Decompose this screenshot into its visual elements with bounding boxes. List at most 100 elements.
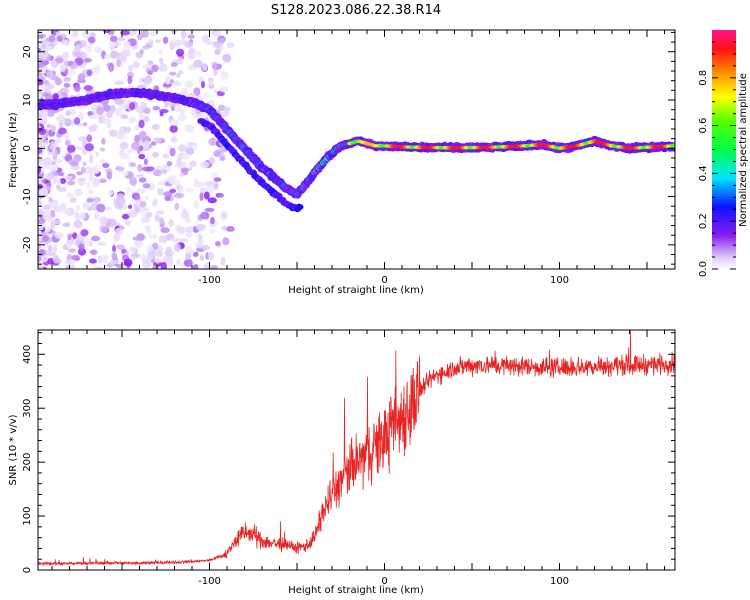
spectrogram-speckle [128, 209, 138, 218]
spectrogram-speckle [135, 188, 146, 194]
spectrogram-speckle [199, 161, 210, 169]
spectrogram-speckle [170, 105, 176, 112]
spectrogram-speckle [135, 173, 144, 178]
spectrogram-speckle [121, 50, 130, 58]
spectrogram-speckle [63, 82, 71, 88]
spectrogram-speckle [77, 177, 86, 182]
spectrogram-speckle [138, 145, 144, 152]
spectrogram-speckle [88, 124, 97, 132]
spectrogram-speckle [104, 54, 112, 59]
spectrogram-speckle [184, 80, 194, 89]
spectrogram-speckle [111, 252, 118, 261]
spectrogram-speckle [173, 243, 181, 252]
spectrogram-speckle [88, 188, 94, 194]
spectrogram-speckle [90, 235, 101, 242]
spectrogram-speckle [92, 165, 100, 175]
spectrogram-speckle [179, 172, 184, 177]
spectrogram-speckle [155, 250, 164, 257]
spectrogram-speckle [71, 254, 80, 261]
spectrogram-speckle [38, 208, 44, 214]
spectrogram-speckle [109, 104, 116, 114]
spectrogram-speckle [138, 119, 145, 129]
spectrogram-speckle [128, 116, 136, 124]
spectrogram-speckle [116, 58, 122, 68]
snr-y-tick-label: 400 [22, 345, 33, 364]
spectrogram-speckle [169, 40, 176, 50]
spectrogram-speckle [174, 39, 182, 48]
spectrogram-speckle [144, 195, 150, 201]
spectrogram-speckle [38, 230, 43, 239]
spectrogram-speckle [153, 169, 162, 177]
spectrogram-speckle [73, 219, 83, 229]
spectrogram-speckle [209, 229, 216, 234]
spectrogram-speckle [41, 39, 48, 48]
spectrogram-speckle [149, 234, 159, 240]
spectrogram-speckle [141, 211, 147, 217]
spectrogram-speckle [180, 30, 187, 39]
spectrogram-frame [37, 29, 676, 270]
spectrogram-speckle [43, 79, 50, 86]
spectrogram-speckle [184, 40, 194, 48]
spectrogram-speckle [140, 30, 149, 38]
spectrogram-speckle [142, 64, 151, 69]
spectrogram-speckle [141, 216, 149, 223]
spectrogram-speckle [184, 124, 195, 133]
spectrogram-speckle [185, 226, 194, 233]
spectrogram-speckle [38, 137, 44, 142]
spectrogram-speckle [158, 48, 163, 55]
snr-y-tick-label: 300 [22, 399, 33, 418]
spectrogram-speckle [176, 72, 181, 78]
spectrogram-speckle [102, 118, 112, 125]
spectrogram-speckle [54, 231, 64, 239]
snr-panel: -100 0 100 0 100 200 300 400 Height of straight… [8, 329, 676, 596]
spectrogram-speckle [99, 147, 106, 152]
spectrogram-speckle [147, 70, 154, 76]
spectrogram-speckle [89, 249, 98, 256]
spectrogram-speckle [193, 200, 200, 209]
spectrogram-speckle [78, 136, 88, 141]
spectrogram-speckle [64, 260, 72, 265]
spectrogram-speckle [38, 78, 44, 86]
spectrogram-speckle [102, 206, 113, 211]
spectrogram-speckle [119, 141, 129, 150]
spectrogram-speckle [143, 140, 150, 150]
spectrogram-speckle [127, 148, 134, 154]
spectrogram-speckle [168, 257, 174, 267]
spectrogram-speckle [49, 201, 55, 209]
spectrogram-speckle [73, 84, 81, 92]
spectrogram-speckle [203, 191, 210, 200]
spectrogram-speckle [158, 57, 164, 65]
spectrogram-speckle [71, 49, 81, 58]
spectrogram-speckle [205, 40, 214, 46]
spectrogram-speckle [103, 30, 111, 34]
spectrogram-speckle [169, 188, 177, 193]
spectrogram-speckle [222, 237, 230, 246]
spectrogram-speckle [127, 75, 133, 85]
spectrogram-speckle [140, 101, 148, 109]
spectrogram-speckle [83, 57, 93, 63]
spectrogram-speckle [45, 123, 52, 128]
spectrogram-speckle [45, 45, 53, 51]
spectrogram-speckle [163, 101, 170, 108]
spectrogram-speckle [98, 116, 104, 124]
spectrogram-speckle [106, 171, 113, 180]
spectrogram-x-tick-label: 0 [381, 275, 387, 286]
spectrogram-speckle [214, 48, 221, 56]
spectrogram-speckle [139, 253, 147, 260]
spectrogram-speckle [210, 172, 218, 179]
spectrogram-speckle [80, 166, 86, 175]
spectrogram-speckle [47, 172, 53, 182]
spectrogram-speckle [135, 106, 143, 113]
spectrogram-speckle [206, 180, 215, 187]
spectrogram-speckle [160, 227, 170, 234]
spectrogram-speckle [178, 237, 188, 243]
spectrogram-speckle [182, 208, 188, 214]
spectrogram-speckle [107, 190, 114, 196]
spectrogram-speckle [76, 171, 83, 176]
spectrogram-speckle [213, 88, 218, 93]
spectrogram-speckle [125, 186, 131, 195]
spectrogram-speckle [64, 117, 72, 127]
spectrogram-speckle [43, 209, 51, 218]
spectrogram-speckle [202, 92, 210, 100]
spectrogram-speckle [168, 178, 176, 185]
